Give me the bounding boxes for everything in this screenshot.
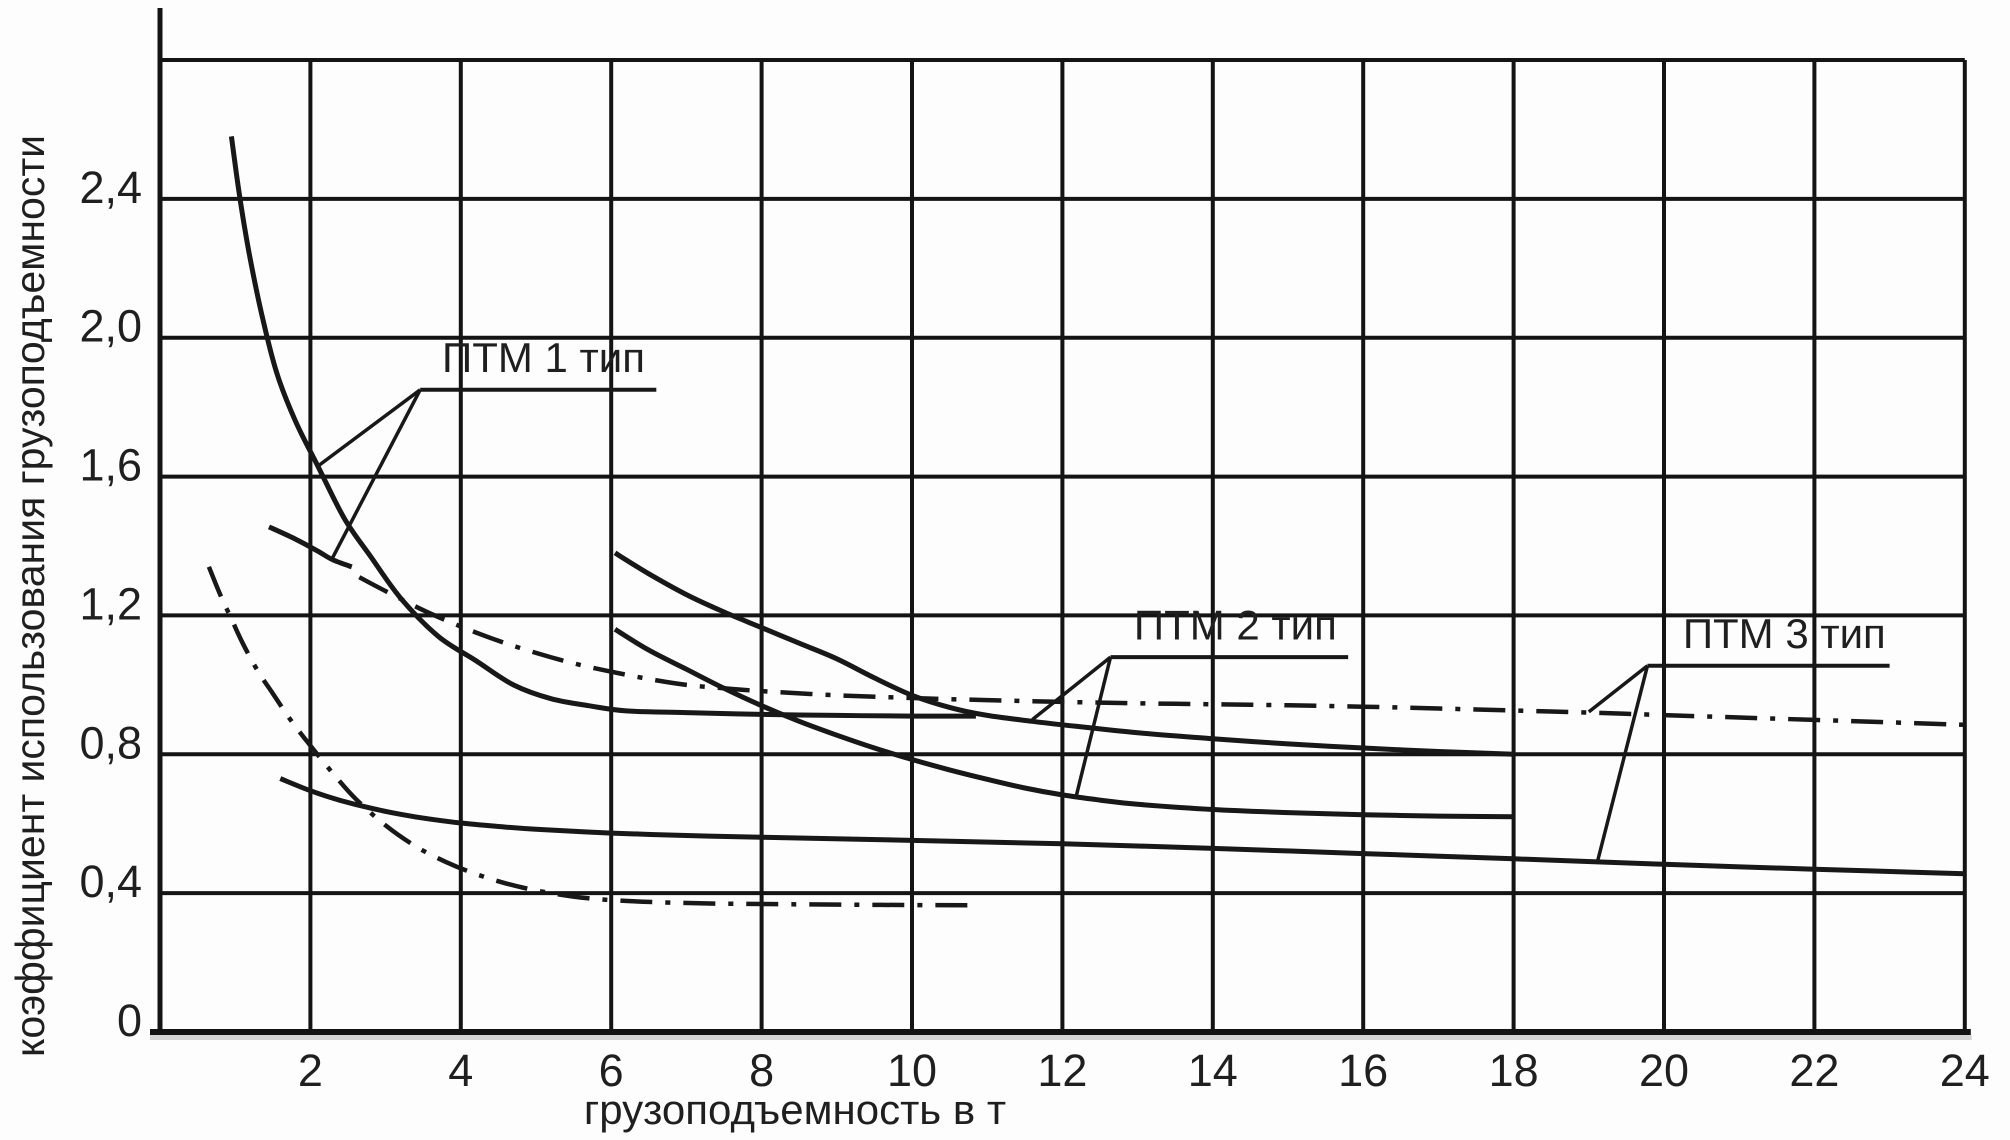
curve-label-ptm-2: ПТМ 2 тип <box>1134 601 1337 648</box>
curve-ptm2-curve-upper <box>613 550 1514 757</box>
curve-label-ptm-1: ПТМ 1 тип <box>442 334 645 381</box>
x-tick-label: 22 <box>1789 1045 1839 1096</box>
x-axis-scan-shadow <box>150 1035 1972 1040</box>
label-leader-ptm-3-1 <box>1587 664 1649 714</box>
curve-ptm3-curve-bottom <box>279 776 1965 877</box>
x-tick-label: 14 <box>1188 1045 1238 1096</box>
label-leader-ptm-2-1 <box>1031 655 1112 721</box>
x-tick-label: 8 <box>749 1045 774 1096</box>
y-tick-label: 1,2 <box>79 578 142 629</box>
curve-ptm3-dashdot-long <box>358 575 1965 728</box>
y-tick-label: 1,6 <box>79 440 142 491</box>
x-tick-label: 24 <box>1940 1045 1990 1096</box>
x-tick-label: 16 <box>1338 1045 1388 1096</box>
label-leader-ptm-2-2 <box>1074 656 1113 798</box>
curve-ptm1-curve-steep <box>228 136 976 719</box>
x-tick-label: 6 <box>599 1045 624 1096</box>
label-leader-ptm-3-2 <box>1596 665 1650 861</box>
y-tick-label: 0 <box>117 995 142 1046</box>
curve-ptm1-curve-short <box>267 524 353 570</box>
y-axis-title: коэффициент использования грузоподъемнос… <box>7 135 53 1057</box>
y-tick-label: 0,4 <box>79 856 142 907</box>
y-tick-label: 2,4 <box>79 162 142 213</box>
label-leader-ptm-1-2 <box>329 388 422 561</box>
x-tick-label: 4 <box>448 1045 473 1096</box>
y-tick-label: 2,0 <box>79 301 142 352</box>
x-tick-label: 10 <box>887 1045 937 1096</box>
x-tick-label: 2 <box>298 1045 323 1096</box>
curve-ptm2-curve-lower <box>613 627 1514 820</box>
y-tick-label: 0,8 <box>79 717 142 768</box>
x-tick-label: 18 <box>1489 1045 1539 1096</box>
x-tick-label: 12 <box>1037 1045 1087 1096</box>
label-leader-ptm-1-1 <box>316 388 422 468</box>
x-axis-title: грузоподъемность в т <box>584 1086 1006 1133</box>
x-tick-label: 20 <box>1639 1045 1689 1096</box>
curve-dashdot-steep-small <box>206 565 980 908</box>
curve-label-ptm-3: ПТМ 3 тип <box>1683 610 1886 657</box>
